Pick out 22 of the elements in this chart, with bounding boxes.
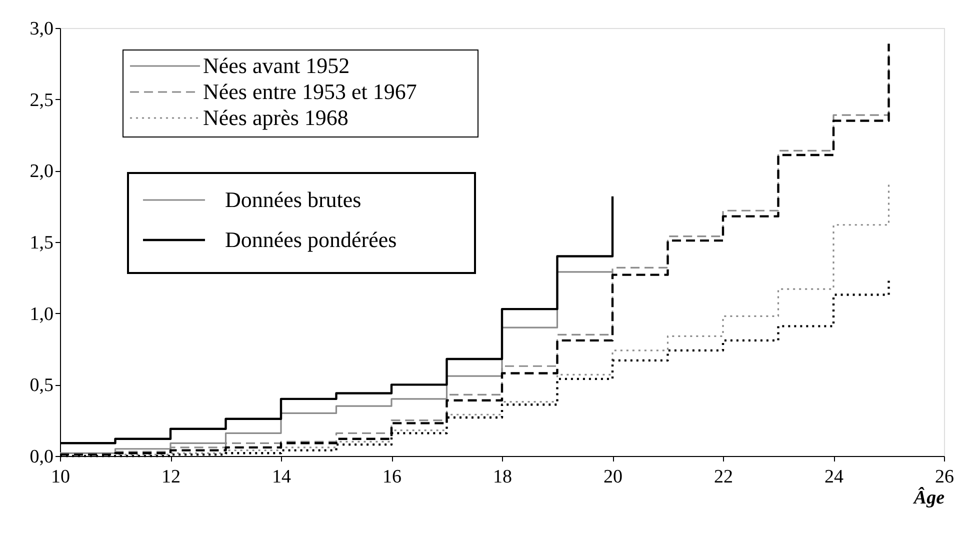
x-tick-label: 10 (51, 466, 70, 488)
x-tick-label: 22 (714, 466, 733, 488)
annotation: Données brutes (225, 187, 362, 212)
y-tick-label: 0,0 (30, 446, 54, 468)
legend-label: Nées entre 1953 et 1967 (203, 79, 417, 104)
y-tick-label: 1,0 (30, 304, 54, 325)
x-tick-label: 20 (604, 466, 622, 488)
x-axis-title: Âge (912, 486, 946, 508)
annotation: Données pondérées (225, 227, 397, 252)
legend-label: Nées après 1968 (203, 105, 348, 130)
y-tick-label: 2,5 (30, 90, 54, 111)
x-tick-label: 18 (493, 466, 512, 488)
y-tick-label: 0,5 (30, 375, 54, 396)
y-tick-label: 2,0 (30, 161, 54, 182)
x-tick-label: 16 (382, 466, 402, 488)
y-tick-label: 1,5 (30, 232, 54, 254)
y-tick-label: 3,0 (30, 18, 54, 40)
x-tick-label: 14 (272, 466, 292, 488)
legend-label: Nées avant 1952 (203, 53, 350, 78)
x-tick-label: 26 (935, 466, 954, 488)
x-tick-label: 12 (162, 466, 180, 488)
x-tick-label: 24 (824, 466, 844, 488)
